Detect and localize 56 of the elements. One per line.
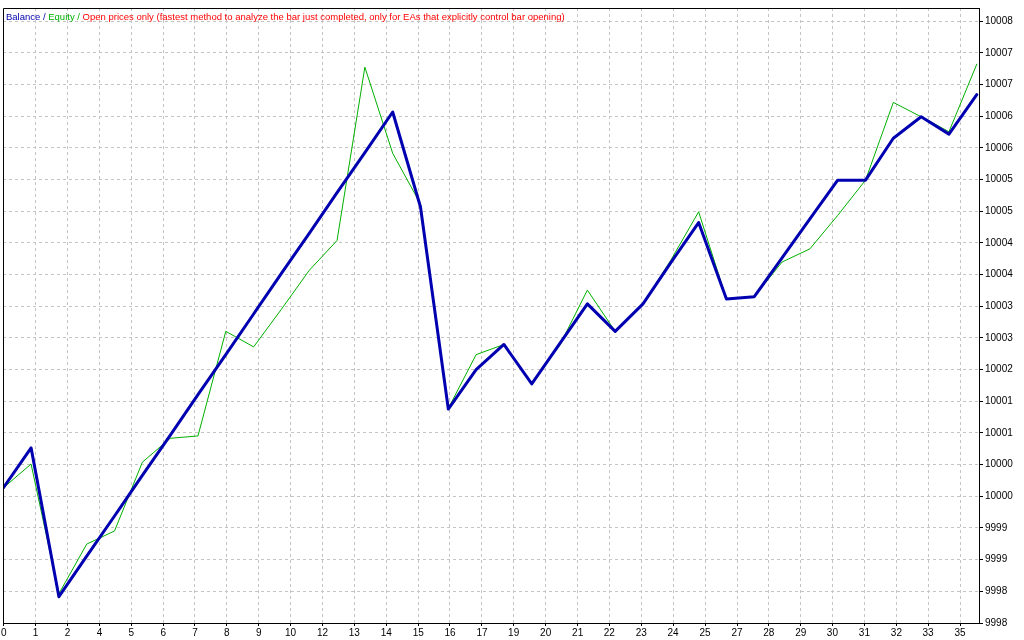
y-tick-label: 10000 [985,458,1014,470]
x-tick-label: 9 [256,626,263,638]
x-tick-label: 28 [763,626,775,638]
x-tick-label: 27 [731,626,744,638]
x-tick-label: 14 [380,626,393,638]
x-tick-label: 4 [96,626,103,638]
x-tick-label: 30 [826,626,839,638]
x-tick-label: 0 [1,626,8,638]
x-tick-label: 12 [317,626,329,638]
x-tick-label: 31 [858,626,871,638]
y-tick-label: 10004 [985,236,1014,248]
x-tick-label: 25 [699,626,712,638]
x-tick-label: 20 [540,626,552,638]
y-tick-label: 9999 [985,553,1008,565]
x-tick-label: 19 [508,626,520,638]
y-tick-label: 10001 [985,426,1014,438]
y-tick-label: 10006 [985,141,1014,153]
y-tick-label: 10005 [985,173,1014,185]
y-tick-label: 10003 [985,331,1014,343]
y-tick-label: 10005 [985,204,1014,216]
annotation: / [77,10,81,22]
x-tick-label: 16 [444,626,456,638]
x-tick-label: 13 [348,626,361,638]
x-tick-label: 33 [922,626,935,638]
y-tick-label: 10001 [985,395,1014,407]
y-tick-label: 10007 [985,78,1014,90]
x-tick-label: 17 [476,626,488,638]
x-tick-label: 29 [795,626,807,638]
text: Equity [48,10,75,22]
text: Balance [6,10,41,22]
annotation: Open prices only (fastest method to analyze the bar just completed, only for EAs that explicitly control bar opening) [82,10,565,22]
y-tick-label: 9998 [985,585,1008,597]
y-tick-label: 10003 [985,299,1014,311]
x-tick-label: 2 [64,626,71,638]
y-tick-label: 10002 [985,363,1014,375]
x-tick-label: 10 [285,626,297,638]
x-tick-label: 8 [224,626,231,638]
x-tick-label: 1 [32,626,39,638]
y-tick-label: 9998 [985,616,1008,628]
y-tick-label: 9999 [985,521,1008,533]
y-tick-label: 10006 [985,109,1014,121]
annotation: / [42,10,46,22]
x-tick-label: 7 [192,626,199,638]
y-tick-label: 10004 [985,268,1014,280]
x-tick-label: 35 [954,626,967,638]
y-tick-label: 10007 [985,46,1014,58]
x-tick-label: 23 [635,626,648,638]
y-tick-label: 10008 [985,14,1014,26]
x-tick-label: 24 [667,626,680,638]
x-tick-label: 32 [890,626,903,638]
x-tick-label: 5 [128,626,135,638]
y-tick-label: 10000 [985,490,1014,502]
x-tick-label: 15 [412,626,425,638]
x-tick-label: 6 [160,626,167,638]
x-tick-label: 22 [603,626,616,638]
x-tick-label: 21 [572,626,584,638]
